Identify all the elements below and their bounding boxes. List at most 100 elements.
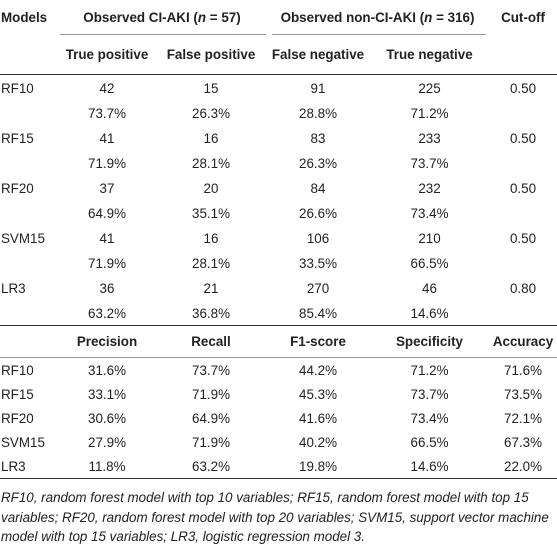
precision-value: 30.6% (88, 410, 126, 426)
table-row: RF20 30.6% 64.9% 41.6% 73.4% 72.1% (0, 406, 557, 430)
fp-count: 15 (203, 80, 219, 96)
fp-count: 16 (203, 230, 219, 246)
precision-value: 11.8% (88, 458, 126, 474)
f1-value: 41.6% (299, 410, 337, 426)
recall-value: 73.7% (192, 362, 230, 378)
tp-percent: 73.7% (88, 105, 126, 121)
fn-count: 91 (310, 80, 326, 96)
precision-value: 31.6% (88, 362, 126, 378)
accuracy-value: 67.3% (504, 434, 542, 450)
f1-value: 44.2% (299, 362, 337, 378)
recall-value: 71.9% (192, 434, 230, 450)
table-row: RF20 37 20 84 232 0.50 (0, 175, 557, 201)
header-row: Models Observed CI-AKI (n = 57) Observed… (0, 0, 557, 34)
precision-value: 33.1% (88, 386, 126, 402)
subheader-row: True positive False positive False negat… (0, 34, 557, 75)
model-name: RF15 (1, 130, 34, 146)
metrics-header-row: Precision Recall F1-score Specificity Ac… (0, 325, 557, 358)
specificity-value: 73.4% (410, 410, 449, 426)
tn-percent: 71.2% (410, 105, 449, 121)
model-name: RF15 (1, 386, 34, 402)
cutoff-value: 0.50 (509, 130, 537, 146)
fp-count: 20 (203, 180, 219, 196)
table-row: 64.9% 35.1% 26.6% 73.4% (0, 201, 557, 225)
fp-percent: 36.8% (192, 305, 230, 321)
tn-percent: 73.4% (410, 205, 449, 221)
true-negative-header: True negative (386, 46, 473, 62)
true-positive-header: True positive (65, 46, 149, 62)
model-name: SVM15 (1, 434, 45, 450)
tp-count: 36 (99, 280, 115, 296)
models-header: Models (1, 9, 48, 25)
fn-percent: 26.3% (299, 155, 337, 171)
cutoff-value: 0.80 (509, 280, 537, 296)
f1-value: 45.3% (299, 386, 337, 402)
model-name: RF10 (1, 80, 34, 96)
tp-percent: 71.9% (88, 255, 126, 271)
table-row: LR3 36 21 270 46 0.80 (0, 275, 557, 301)
model-name: RF10 (1, 362, 34, 378)
cutoff-value: 0.50 (509, 230, 537, 246)
table-row: LR3 11.8% 63.2% 19.8% 14.6% 22.0% (0, 454, 557, 479)
tp-percent: 71.9% (88, 155, 126, 171)
tn-percent: 73.7% (410, 155, 449, 171)
table-row: SVM15 41 16 106 210 0.50 (0, 225, 557, 251)
cutoff-header: Cut-off (501, 9, 545, 25)
accuracy-value: 71.6% (504, 362, 542, 378)
accuracy-value: 72.1% (504, 410, 542, 426)
table-row: RF10 42 15 91 225 0.50 (0, 74, 557, 102)
f1-value: 40.2% (299, 434, 337, 450)
non-ci-aki-header-rule (272, 34, 486, 35)
table-row: 63.2% 36.8% 85.4% 14.6% (0, 301, 557, 326)
observed-non-ci-aki-header: Observed non-CI-AKI (n = 316) (280, 9, 475, 25)
cutoff-value: 0.50 (509, 80, 537, 96)
tp-count: 41 (99, 130, 115, 146)
recall-header: Recall (191, 334, 231, 349)
tp-count: 42 (99, 80, 115, 96)
table-row: 71.9% 28.1% 33.5% 66.5% (0, 251, 557, 275)
precision-header: Precision (76, 334, 138, 349)
tp-percent: 64.9% (88, 205, 126, 221)
tp-percent: 63.2% (88, 305, 126, 321)
fn-percent: 26.6% (299, 205, 337, 221)
ci-aki-header-rule (60, 34, 266, 35)
fn-count: 83 (310, 130, 326, 146)
table-row: RF10 31.6% 73.7% 44.2% 71.2% 71.6% (0, 357, 557, 383)
fn-count: 106 (306, 230, 330, 246)
specificity-value: 66.5% (410, 434, 449, 450)
specificity-value: 71.2% (410, 362, 449, 378)
tn-count: 233 (418, 130, 441, 146)
f1-value: 19.8% (299, 458, 337, 474)
model-name: LR3 (1, 458, 26, 474)
table-footnote: RF10, random forest model with top 10 va… (1, 490, 549, 544)
tn-count: 210 (418, 230, 441, 246)
accuracy-value: 73.5% (504, 386, 542, 402)
recall-value: 71.9% (192, 386, 230, 402)
confusion-body: RF10 42 15 91 225 0.50 73.7% 26.3% 28.8%… (0, 74, 557, 479)
fn-percent: 28.8% (299, 105, 337, 121)
specificity-value: 14.6% (410, 458, 449, 474)
table-row: SVM15 27.9% 71.9% 40.2% 66.5% 67.3% (0, 430, 557, 454)
model-name: LR3 (1, 280, 26, 296)
tn-count: 46 (422, 280, 437, 296)
fp-percent: 35.1% (192, 205, 230, 221)
fp-percent: 28.1% (192, 155, 230, 171)
accuracy-header: Accuracy (492, 334, 554, 349)
model-name: RF20 (1, 180, 34, 196)
false-positive-header: False positive (166, 46, 256, 62)
tn-percent: 14.6% (410, 305, 449, 321)
observed-ci-aki-header: Observed CI-AKI (n = 57) (83, 9, 241, 25)
fn-percent: 85.4% (299, 305, 337, 321)
table-row: RF15 41 16 83 233 0.50 (0, 125, 557, 151)
fp-percent: 28.1% (192, 255, 230, 271)
f1-header: F1-score (290, 334, 346, 349)
specificity-header: Specificity (396, 334, 463, 349)
tn-count: 232 (418, 180, 441, 196)
fn-count: 84 (310, 180, 326, 196)
specificity-value: 73.7% (410, 386, 449, 402)
table-row: RF15 33.1% 71.9% 45.3% 73.7% 73.5% (0, 382, 557, 406)
model-name: SVM15 (1, 230, 45, 246)
tn-percent: 66.5% (410, 255, 449, 271)
recall-value: 64.9% (192, 410, 230, 426)
